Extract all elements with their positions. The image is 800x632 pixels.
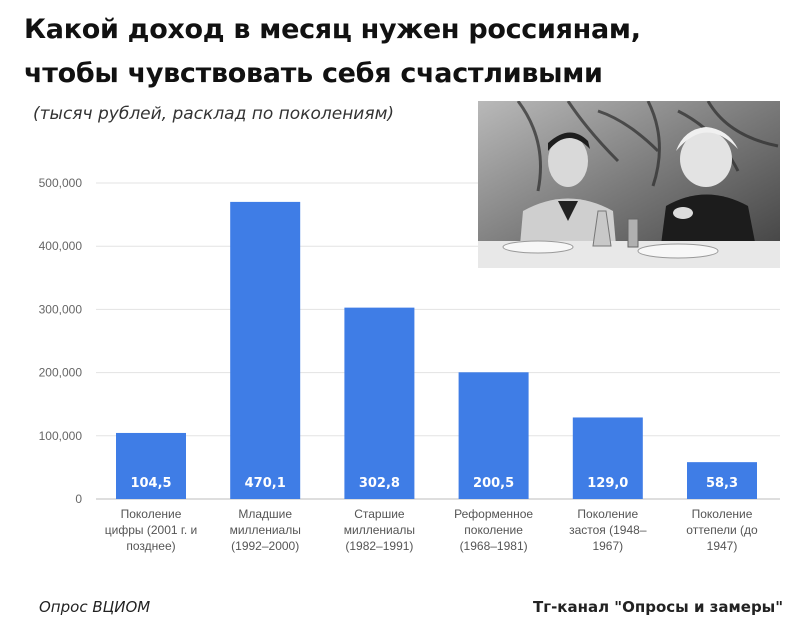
y-tick-label: 400,000 xyxy=(39,239,83,253)
x-category-label: Старшие xyxy=(354,507,405,521)
x-category-label: (1968–1981) xyxy=(460,539,528,553)
bar-data-label: 104,5 xyxy=(130,476,171,491)
x-category-label: 1947) xyxy=(707,539,738,553)
bar xyxy=(230,201,301,500)
bar-data-label: 129,0 xyxy=(587,476,628,491)
title-line-2: чтобы чувствовать себя счастливыми xyxy=(24,58,603,89)
x-category-label: Реформенное xyxy=(454,507,533,521)
x-category-label: оттепели (до xyxy=(686,523,758,537)
y-tick-label: 500,000 xyxy=(39,176,83,190)
x-category-label: Поколение xyxy=(577,507,638,521)
y-tick-label: 0 xyxy=(75,492,82,506)
photo-illustration xyxy=(478,101,780,268)
x-category-label: цифры (2001 г. и xyxy=(105,523,197,537)
bar xyxy=(572,417,643,499)
bar-data-label: 200,5 xyxy=(473,476,514,491)
title-line-1: Какой доход в месяц нужен россиянам, xyxy=(24,14,641,45)
x-category-label: 1967) xyxy=(592,539,623,553)
chart-subtitle: (тысяч рублей, расклад по поколениям) xyxy=(33,104,395,124)
x-category-label: поколение xyxy=(464,523,523,537)
bar-data-label: 58,3 xyxy=(706,476,738,491)
film-still-photo xyxy=(478,101,780,268)
y-tick-label: 100,000 xyxy=(39,429,83,443)
x-category-label: миллениалы xyxy=(344,523,415,537)
bar xyxy=(344,307,415,499)
bar xyxy=(458,372,529,499)
x-category-label: Поколение xyxy=(121,507,182,521)
x-category-label: (1982–1991) xyxy=(345,539,413,553)
source-note: Опрос ВЦИОМ xyxy=(39,598,151,616)
channel-credit: Тг-канал "Опросы и замеры" xyxy=(533,598,784,616)
y-tick-label: 300,000 xyxy=(39,302,83,316)
chart-title: Какой доход в месяц нужен россиянам, что… xyxy=(24,8,641,96)
x-category-label: Поколение xyxy=(692,507,753,521)
x-category-label: позднее) xyxy=(126,539,175,553)
x-category-label: (1992–2000) xyxy=(231,539,299,553)
x-category-label: миллениалы xyxy=(230,523,301,537)
y-tick-label: 200,000 xyxy=(39,366,83,380)
x-category-label: застоя (1948– xyxy=(569,523,647,537)
x-category-label: Младшие xyxy=(238,507,292,521)
bar-data-label: 470,1 xyxy=(245,476,286,491)
bar xyxy=(687,462,757,499)
bar-data-label: 302,8 xyxy=(359,476,400,491)
bar xyxy=(116,432,186,499)
